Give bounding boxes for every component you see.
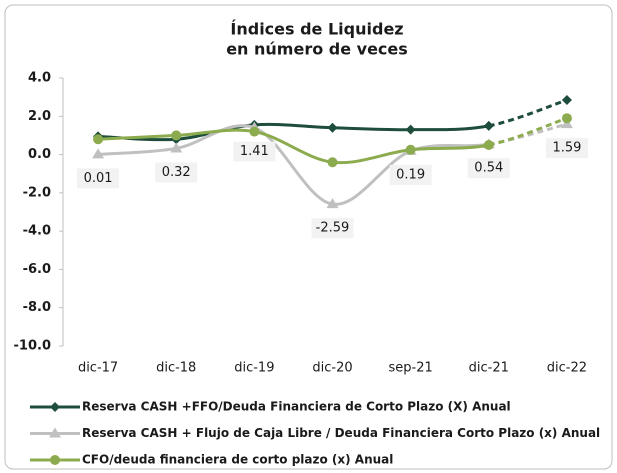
x-tick-label: dic-22 — [547, 361, 587, 376]
chart-title: Índices de Liquidez — [230, 20, 403, 39]
marker — [170, 142, 183, 153]
chart-subtitle: en número de veces — [226, 40, 408, 59]
data-label-box — [311, 218, 354, 239]
x-tick-label: dic-21 — [469, 361, 509, 376]
data-label-box — [467, 158, 510, 179]
data-label: 0.54 — [474, 161, 503, 176]
data-label: 1.41 — [240, 144, 269, 159]
data-label: 0.32 — [162, 165, 191, 180]
marker — [93, 134, 104, 145]
data-label-box — [77, 168, 120, 189]
x-tick-label: dic-19 — [234, 361, 274, 376]
marker — [561, 95, 572, 106]
legend-label: Reserva CASH +FFO/Deuda Financiera de Co… — [82, 400, 511, 414]
marker — [327, 157, 338, 168]
x-tick-label: sep-21 — [389, 361, 433, 376]
marker — [405, 144, 416, 155]
x-tick-label: dic-17 — [78, 361, 118, 376]
y-tick-label: 4.0 — [28, 71, 51, 86]
y-tick-label: -8.0 — [23, 300, 51, 315]
marker — [561, 113, 572, 124]
chart-border — [4, 4, 613, 470]
y-tick-label: -2.0 — [23, 185, 51, 200]
y-tick-label: -4.0 — [23, 224, 51, 239]
marker — [171, 130, 182, 141]
marker — [483, 120, 494, 131]
marker — [50, 402, 60, 412]
marker — [92, 148, 105, 159]
legend-label: Reserva CASH + Flujo de Caja Libre / Deu… — [82, 426, 600, 440]
marker — [483, 140, 494, 150]
marker — [405, 124, 416, 135]
data-label: -2.59 — [316, 221, 350, 236]
data-label: 0.19 — [396, 167, 425, 182]
marker — [249, 126, 260, 137]
marker — [327, 122, 338, 133]
marker — [50, 455, 60, 465]
marker — [49, 427, 61, 438]
x-tick-label: dic-20 — [312, 361, 352, 376]
y-tick-label: 0.0 — [28, 147, 51, 162]
series-line-projected — [488, 98, 568, 128]
data-label-box — [155, 162, 198, 183]
series-line — [98, 122, 490, 142]
data-label-box — [389, 164, 432, 185]
marker — [326, 198, 339, 209]
data-label: 1.59 — [552, 141, 581, 156]
x-tick-label: dic-18 — [156, 361, 196, 376]
y-tick-label: -10.0 — [14, 339, 51, 354]
y-tick-label: -6.0 — [23, 262, 51, 277]
y-tick-label: 2.0 — [28, 109, 51, 124]
legend-label: CFO/deuda financiera de corto plazo (x) … — [82, 453, 393, 467]
series-line-projected — [488, 122, 568, 146]
data-label-box — [545, 138, 588, 159]
data-label: 0.01 — [84, 171, 113, 186]
data-label-box — [233, 141, 276, 162]
